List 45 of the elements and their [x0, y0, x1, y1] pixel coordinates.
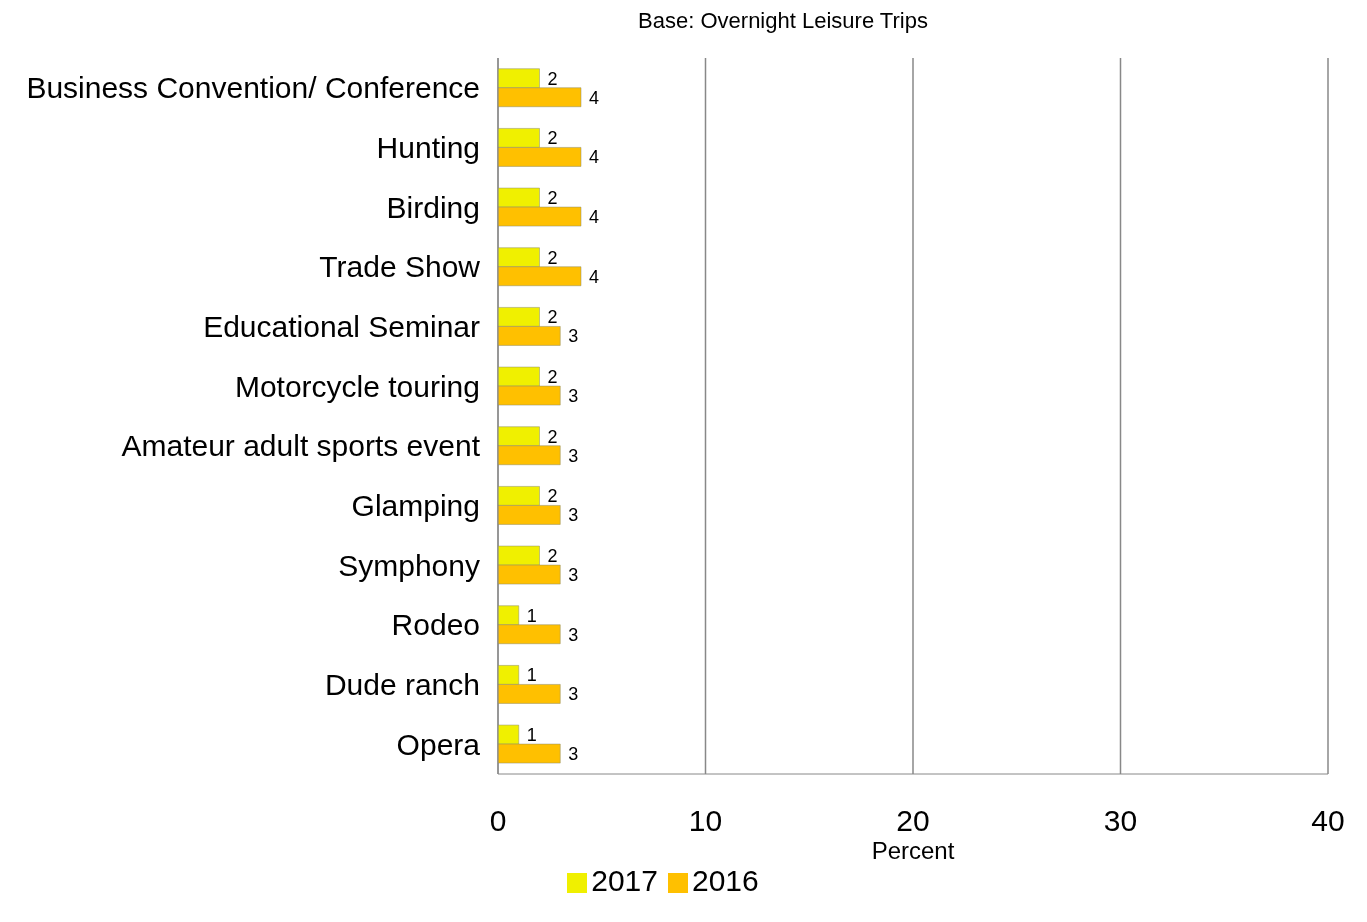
y-tick-label: Symphony: [338, 548, 480, 582]
data-label: 4: [589, 147, 600, 168]
data-label: 1: [526, 605, 537, 626]
data-label: 2: [547, 247, 558, 268]
x-tick-label: 40: [1311, 804, 1345, 838]
y-tick-label: Amateur adult sports event: [121, 429, 481, 463]
data-label: 2: [547, 545, 558, 566]
y-tick-label: Rodeo: [391, 608, 480, 642]
x-tick-label: 0: [489, 804, 507, 838]
data-label: 4: [589, 87, 600, 108]
x-tick-label: 10: [688, 804, 723, 838]
data-label: 4: [589, 206, 600, 227]
y-tick-label: Glamping: [351, 489, 480, 523]
y-tick-label: Trade Show: [319, 250, 481, 284]
data-label: 2: [547, 426, 558, 447]
x-tick-label: 30: [1103, 804, 1138, 838]
data-label: 1: [526, 724, 537, 745]
data-label: 3: [568, 505, 579, 526]
x-axis-title: Percent: [871, 837, 955, 864]
chart-title: Base: Overnight Leisure Trips: [637, 8, 929, 35]
data-label: 3: [568, 564, 579, 585]
data-label: 2: [547, 307, 558, 328]
y-tick-label: Motorcycle touring: [234, 369, 480, 403]
data-label: 3: [568, 326, 579, 347]
y-tick-label: Hunting: [376, 131, 480, 165]
data-label: 2: [547, 366, 558, 387]
data-label: 1: [526, 665, 537, 686]
data-label: 3: [568, 445, 579, 466]
legend-label: 2016: [692, 864, 759, 897]
y-tick-label: Business Convention/ Conference: [26, 71, 480, 105]
legend-label: 2017: [591, 864, 658, 897]
data-label: 4: [589, 266, 600, 287]
data-label: 3: [568, 743, 579, 764]
data-label: 3: [568, 624, 579, 645]
data-label: 3: [568, 684, 579, 705]
y-tick-label: Birding: [386, 190, 480, 224]
data-label: 3: [568, 385, 579, 406]
y-tick-label: Opera: [396, 727, 481, 761]
data-label: 2: [547, 486, 558, 507]
data-label: 2: [547, 68, 558, 89]
data-label: 2: [547, 187, 558, 208]
x-tick-label: 20: [896, 804, 930, 838]
y-tick-label: Dude ranch: [324, 668, 480, 702]
data-label: 2: [547, 128, 558, 149]
y-tick-label: Educational Seminar: [203, 310, 481, 344]
